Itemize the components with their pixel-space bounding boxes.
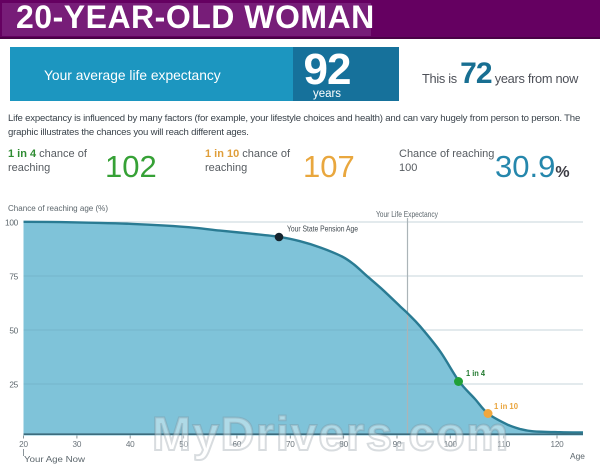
svg-text:120: 120	[550, 440, 564, 449]
svg-text:Your Life Expectancy: Your Life Expectancy	[376, 210, 439, 219]
svg-text:Chance of reaching age (%): Chance of reaching age (%)	[8, 203, 108, 213]
svg-text:100: 100	[5, 218, 19, 228]
svg-text:110: 110	[497, 440, 510, 449]
svg-text:1 in 10: 1 in 10	[494, 401, 518, 411]
svg-text:60: 60	[233, 440, 242, 449]
svg-text:Your Age Now: Your Age Now	[24, 454, 86, 464]
svg-text:90: 90	[393, 440, 402, 449]
svg-text:80: 80	[339, 440, 348, 449]
svg-text:40: 40	[126, 440, 135, 449]
svg-text:Age: Age	[570, 451, 585, 461]
svg-text:20: 20	[19, 440, 28, 449]
svg-text:75: 75	[9, 272, 18, 282]
svg-text:100: 100	[444, 440, 458, 449]
svg-text:50: 50	[9, 326, 18, 336]
svg-text:50: 50	[179, 440, 188, 449]
svg-text:25: 25	[9, 380, 18, 390]
svg-text:30: 30	[73, 440, 82, 449]
svg-text:70: 70	[286, 440, 295, 449]
svg-text:1 in 4: 1 in 4	[466, 368, 485, 378]
svg-text:Your State Pension Age: Your State Pension Age	[287, 224, 358, 234]
